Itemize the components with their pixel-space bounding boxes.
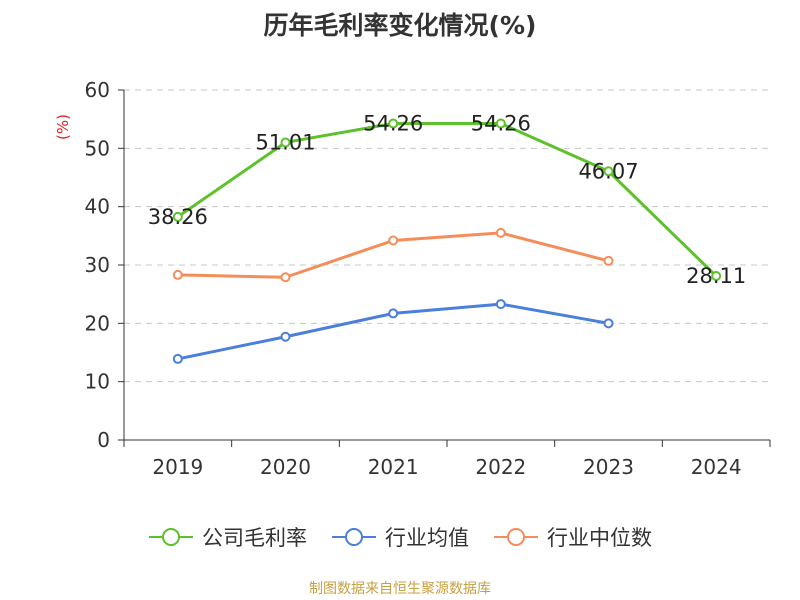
data-source-note: 制图数据来自恒生聚源数据库 [309,581,491,597]
legend-line-circle-icon [149,528,193,546]
data-point [280,272,291,283]
chart-title: 历年毛利率变化情况(%) [263,11,537,40]
y-tick-label: 60 [85,78,110,102]
data-point [603,255,614,266]
data-point [172,269,183,280]
x-tick-label: 2020 [260,455,311,479]
data-label: 38.26 [148,205,208,229]
x-tick-label: 2021 [368,455,419,479]
grid-lines [124,89,770,383]
series-line [176,121,718,278]
legend-label-industry-median: 行业中位数 [547,526,652,550]
data-point [388,235,399,246]
legend-line-circle-icon [494,528,538,546]
x-tick-label: 2022 [475,455,526,479]
axes: 0 10 20 30 40 50 60 2019 2020 2021 2022 2023 2024 [85,78,771,479]
data-label: 28.11 [686,264,746,288]
series-lines [172,118,722,364]
data-label: 51.01 [255,130,315,154]
x-tick-label: 2023 [583,455,634,479]
data-label: 46.07 [578,159,638,183]
data-point [388,118,399,129]
y-tick-label: 20 [85,311,110,335]
data-point [172,353,183,364]
legend-label-company: 公司毛利率 [202,526,307,550]
data-point [495,118,506,129]
legend-label-industry-avg: 行业均值 [385,526,469,550]
data-point [280,331,291,342]
y-tick-label: 0 [97,428,110,452]
legend-line-circle-icon [332,528,376,546]
y-axis-label: (%) [54,114,72,140]
legend-item-company[interactable]: 公司毛利率 [148,522,307,552]
x-tick-label: 2019 [152,455,203,479]
data-labels: 38.26 51.01 54.26 54.26 46.07 28.11 [148,111,746,288]
data-point [388,308,399,319]
y-tick-label: 50 [85,136,110,160]
x-tick-label: 2024 [691,455,742,479]
y-tick-label: 30 [85,253,110,277]
data-point [495,299,506,310]
data-point [280,137,291,148]
legend-item-industry-median[interactable]: 行业中位数 [493,522,652,552]
data-point [711,271,722,282]
data-label: 54.26 [471,111,531,135]
y-tick-label: 40 [85,195,110,219]
data-point [172,211,183,222]
data-label: 54.26 [363,111,423,135]
legend: 公司毛利率 行业均值 行业中位数 [0,520,800,554]
data-point [603,318,614,329]
data-point [495,227,506,238]
y-tick-label: 10 [85,370,110,394]
data-point [603,166,614,177]
legend-item-industry-avg[interactable]: 行业均值 [331,522,469,552]
